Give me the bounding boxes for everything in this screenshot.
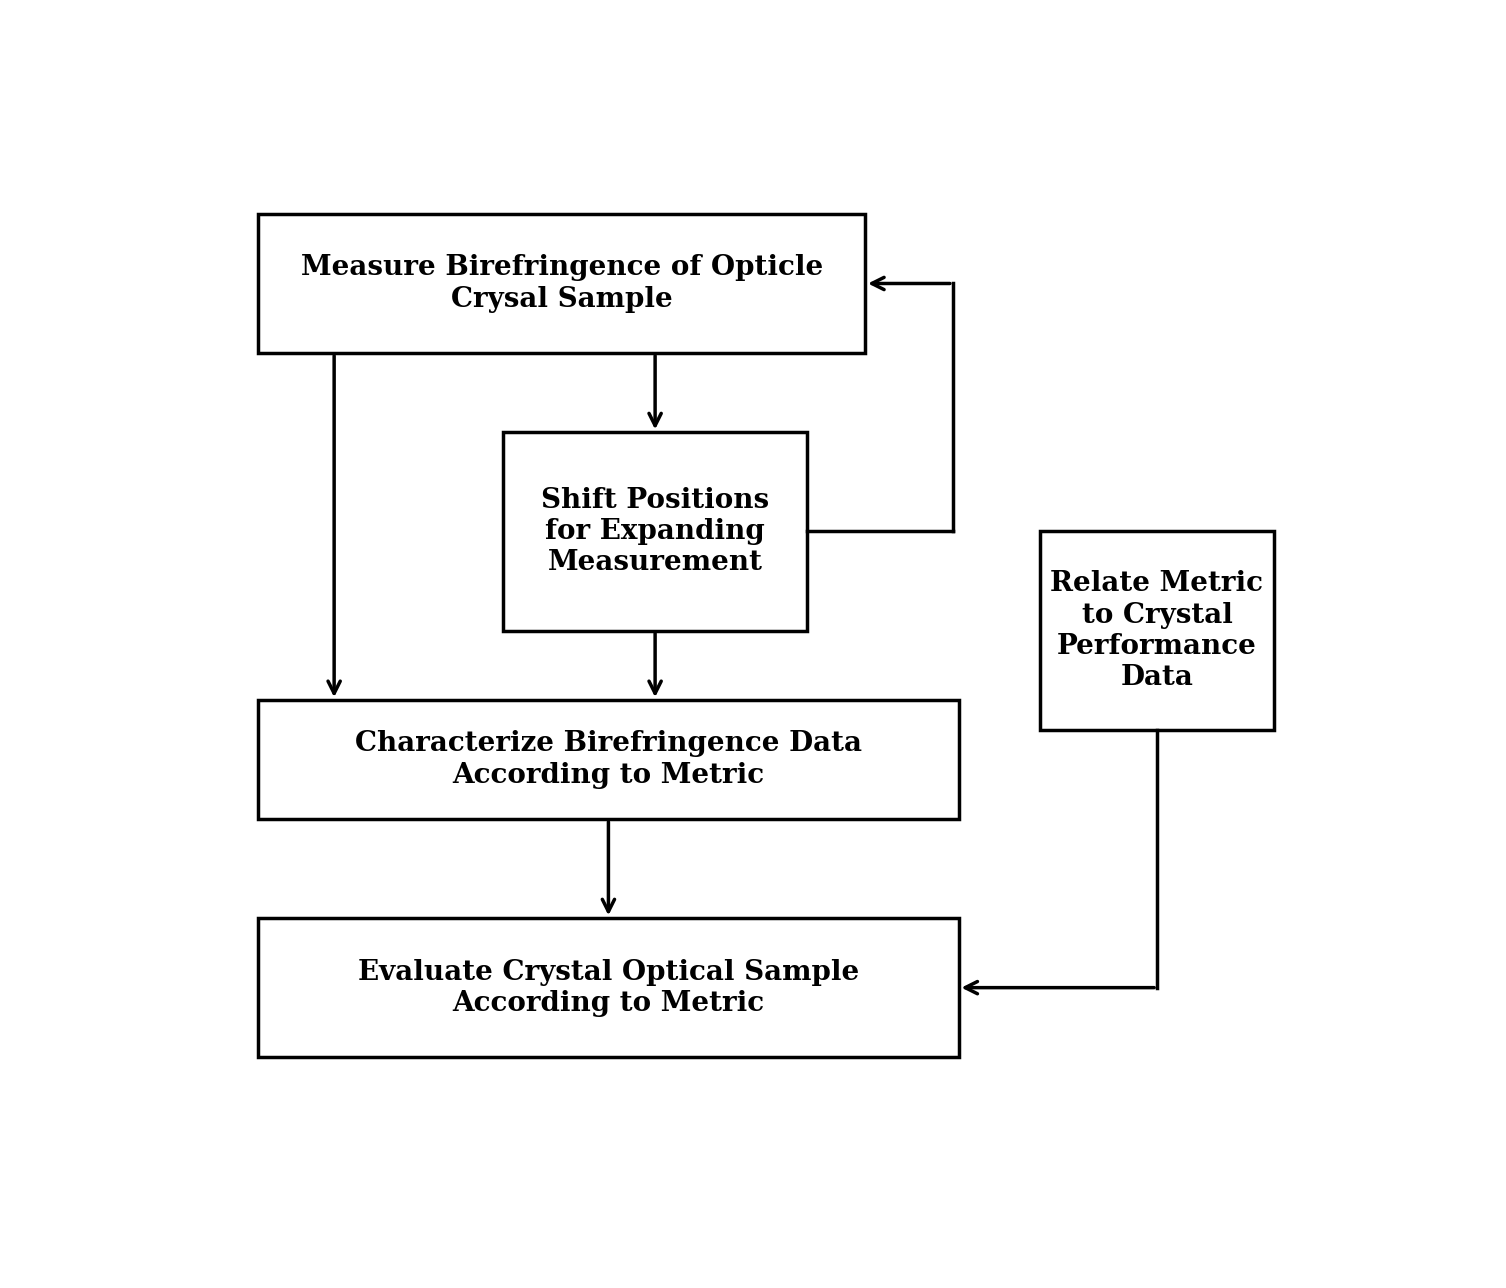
FancyBboxPatch shape (503, 433, 807, 631)
Text: Measure Birefringence of Opticle
Crysal Sample: Measure Birefringence of Opticle Crysal … (301, 255, 822, 313)
FancyBboxPatch shape (259, 701, 958, 819)
FancyBboxPatch shape (259, 918, 958, 1057)
FancyBboxPatch shape (1041, 532, 1274, 730)
Text: Shift Positions
for Expanding
Measurement: Shift Positions for Expanding Measuremen… (541, 487, 770, 576)
Text: Characterize Birefringence Data
According to Metric: Characterize Birefringence Data Accordin… (355, 730, 861, 788)
Text: Evaluate Crystal Optical Sample
According to Metric: Evaluate Crystal Optical Sample Accordin… (358, 958, 858, 1016)
FancyBboxPatch shape (259, 214, 864, 353)
Text: Relate Metric
to Crystal
Performance
Data: Relate Metric to Crystal Performance Dat… (1051, 571, 1264, 690)
